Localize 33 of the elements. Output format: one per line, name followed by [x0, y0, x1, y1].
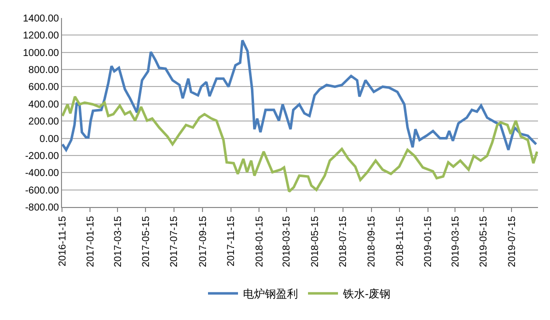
y-tick-label: -800.00 — [25, 202, 60, 214]
x-tick-label: 2017-07-15 — [169, 216, 180, 268]
x-tick-label: 2019-03-15 — [450, 216, 462, 268]
x-tick-label: 2018-07-15 — [338, 216, 350, 268]
line-series — [62, 95, 538, 193]
y-tick-label: 1400.00 — [22, 14, 60, 24]
y-tick-label: 800.00 — [28, 65, 60, 76]
x-tick-label: 2018-05-15 — [310, 216, 321, 268]
y-tick-label: 0.00 — [40, 134, 60, 145]
line-series — [62, 39, 538, 152]
y-tick-label: 400.00 — [28, 99, 60, 110]
x-tick-label: 2019-05-15 — [478, 216, 490, 268]
x-tick-label: 2016-11-15 — [57, 216, 68, 266]
x-tick-label: 2019-01-15 — [423, 216, 434, 268]
x-tick-label: 2018-09-15 — [366, 216, 378, 268]
y-tick-label: 1000.00 — [22, 48, 60, 59]
legend-label: 铁水-废钢 — [342, 288, 391, 301]
x-tick-label: 2017-01-15 — [85, 216, 96, 268]
x-tick-label: 2018-03-15 — [282, 216, 293, 268]
x-tick-label: 2017-05-15 — [140, 216, 152, 268]
x-tick-label: 2017-03-15 — [112, 216, 124, 268]
x-tick-label: 2017-09-15 — [198, 216, 209, 268]
x-tick-label: 2018-11-15 — [394, 216, 406, 266]
y-tick-label: -400.00 — [25, 168, 60, 180]
legend-label: 电炉钢盈利 — [243, 288, 298, 301]
x-tick-label: 2017-11-15 — [226, 216, 238, 266]
y-tick-label: -200.00 — [25, 150, 60, 162]
y-tick-label: 1200.00 — [22, 30, 60, 42]
y-tick-label: 600.00 — [28, 82, 60, 94]
y-tick-label: -600.00 — [25, 185, 60, 196]
x-tick-label: 2018-01-15 — [254, 216, 266, 268]
y-tick-label: 200.00 — [28, 116, 60, 128]
x-tick-label: 2019-07-15 — [506, 216, 518, 268]
